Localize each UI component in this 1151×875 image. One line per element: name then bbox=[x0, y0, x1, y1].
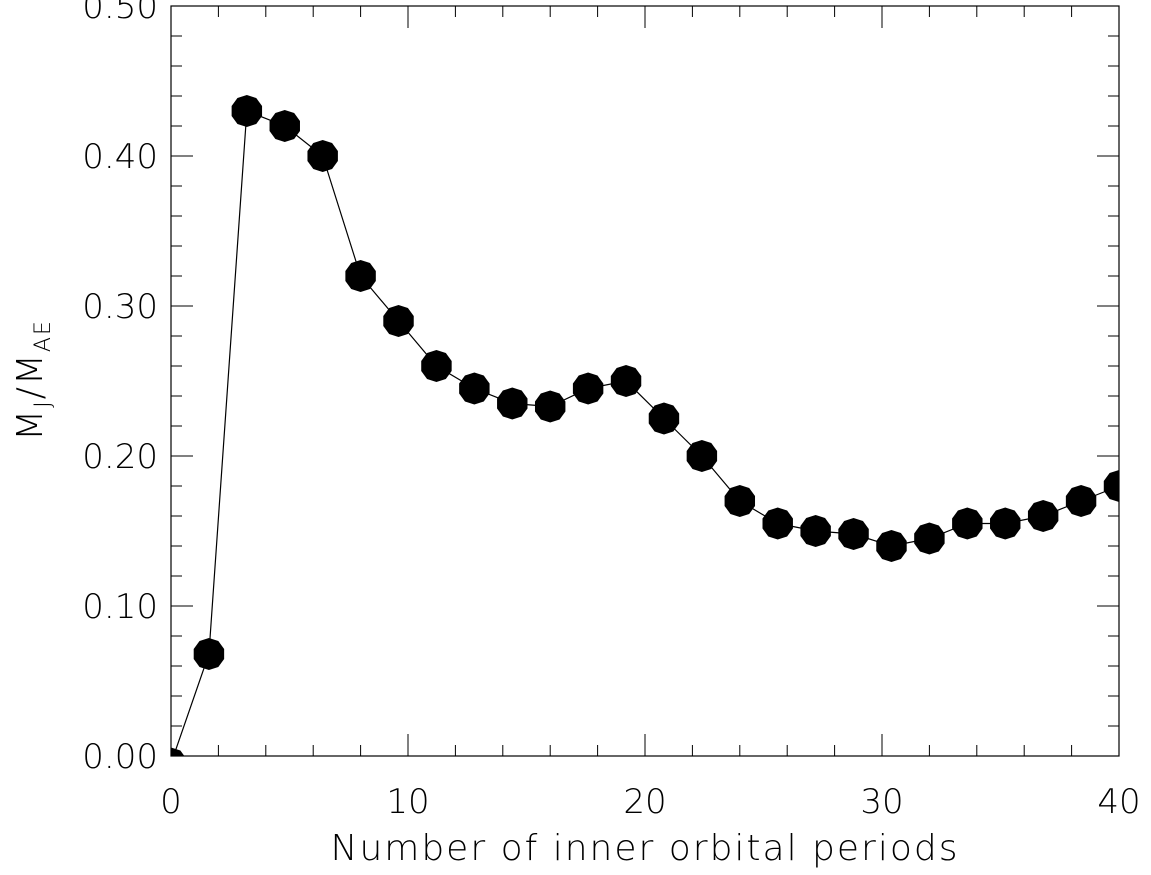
y-tick-label: 0.30 bbox=[82, 287, 158, 327]
data-point bbox=[307, 140, 338, 172]
data-markers bbox=[171, 95, 1119, 756]
x-tick-label: 10 bbox=[386, 782, 429, 822]
data-point bbox=[914, 522, 945, 555]
y-axis-title-sub1: J bbox=[31, 399, 56, 408]
data-point bbox=[876, 530, 907, 562]
data-point bbox=[383, 305, 414, 337]
tick-labels: 0 10 20 30 40 0.00 0.10 0.20 0.30 0.40 0.50 bbox=[82, 0, 1140, 822]
data-point bbox=[534, 390, 566, 423]
series-line bbox=[172, 110, 1119, 756]
data-point bbox=[345, 260, 376, 292]
data-point bbox=[497, 387, 528, 420]
y-axis-title-slash: /M bbox=[10, 352, 51, 399]
x-tick-label: 20 bbox=[623, 782, 666, 822]
y-tick-label: 0.50 bbox=[82, 0, 158, 27]
x-axis-title: Number of inner orbital periods bbox=[331, 828, 960, 869]
y-axis-title-sub2: AE bbox=[31, 319, 56, 352]
y-tick-label: 0.00 bbox=[82, 737, 158, 777]
data-point bbox=[762, 507, 793, 540]
axes bbox=[170, 5, 1120, 757]
data-point bbox=[610, 365, 642, 397]
x-tick-label: 30 bbox=[860, 782, 903, 822]
ticks bbox=[170, 5, 1120, 757]
data-point bbox=[572, 372, 604, 405]
data-point bbox=[171, 747, 185, 756]
data-point bbox=[231, 95, 263, 127]
y-tick-label: 0.20 bbox=[82, 437, 158, 477]
data-point bbox=[990, 507, 1021, 540]
data-point bbox=[724, 485, 756, 517]
data-point bbox=[800, 515, 831, 547]
x-tick-label: 40 bbox=[1097, 782, 1140, 822]
x-tick-label: 0 bbox=[160, 782, 182, 822]
data-point bbox=[1103, 470, 1119, 502]
y-tick-label: 0.10 bbox=[82, 587, 158, 627]
y-tick-label: 0.40 bbox=[82, 137, 158, 177]
data-point bbox=[1065, 485, 1097, 517]
data-point bbox=[269, 110, 300, 142]
data-point bbox=[686, 440, 718, 472]
data-point bbox=[648, 402, 680, 435]
data-point bbox=[952, 507, 983, 540]
data-point bbox=[459, 372, 490, 405]
y-axis-title: MJ/MAE bbox=[10, 319, 56, 441]
data-point bbox=[421, 350, 452, 382]
data-point bbox=[193, 638, 225, 670]
data-series bbox=[172, 110, 1119, 756]
plot-frame bbox=[170, 5, 1120, 757]
data-point bbox=[838, 518, 869, 550]
data-point bbox=[1027, 500, 1059, 532]
y-axis-title-main: M bbox=[10, 408, 51, 441]
